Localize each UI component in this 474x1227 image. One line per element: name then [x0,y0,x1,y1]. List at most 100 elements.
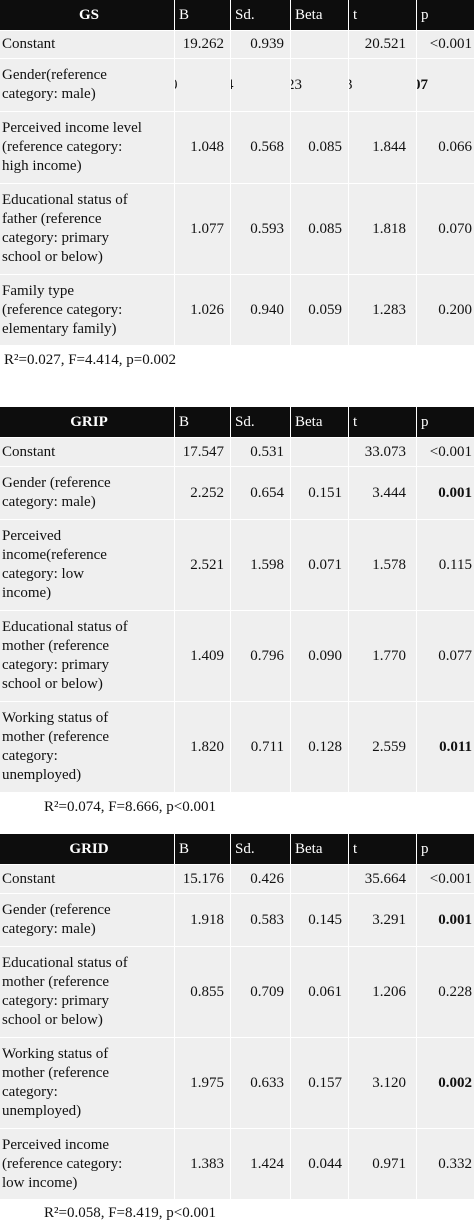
cell-p: 0.200 [416,275,474,345]
table-title: GRIP [70,413,108,430]
table-row: Perceived income (reference category: lo… [0,1128,474,1199]
table-row: Educational status of mother (reference … [0,610,474,701]
cell-t: 0.971 [348,1129,416,1199]
cell-p: 0.066 [416,112,474,183]
table-title: GS [78,6,99,23]
col-header-beta: Beta [290,834,348,864]
cell-b: 1.975 [174,1038,230,1128]
model-fit-summary: R²=0.027, F=4.414, p=0.002 [0,345,474,375]
table-title: GRID [69,840,109,857]
cell-sd: 4 [230,59,290,111]
row-label: Educational status of mother (reference … [2,955,128,1028]
row-label: Gender (reference category: male) [2,475,111,510]
cell-beta: 0.157 [290,1038,348,1128]
table-row: Educational status of mother (reference … [0,946,474,1037]
cell-p: 0.115 [416,520,474,610]
cell-b: 17.547 [174,438,230,466]
table-row: Constant 19.262 0.939 20.521 <0.001 [0,30,474,58]
cell-t: 35.664 [348,865,416,893]
row-label: Gender(reference category: male) [2,67,107,102]
spacer [0,822,474,834]
row-label: Family type (reference category: element… [2,282,123,337]
cell-p: 0.011 [416,702,474,792]
cell-sd: 0.426 [230,865,290,893]
cell-beta: 0.151 [290,467,348,519]
cell-p: <0.001 [416,438,474,466]
table-row: Gender(reference category: male) 0 4 23 … [0,58,474,111]
cell-t: 1.818 [348,184,416,274]
row-label: Perceived income level (reference catego… [2,120,142,174]
cell-sd: 0.633 [230,1038,290,1128]
cell-t: 20.521 [348,31,416,58]
cell-b: 15.176 [174,865,230,893]
spacer [0,375,474,407]
cell-beta: 0.059 [290,275,348,345]
col-header-sd: Sd. [230,834,290,864]
cell-p: <0.001 [416,31,474,58]
col-header-t: t [348,0,416,30]
cell-p: 0.001 [416,467,474,519]
row-label: Constant [2,36,56,52]
cell-t: 1.844 [348,112,416,183]
row-label: Perceived income (reference category: lo… [2,1136,123,1191]
cell-p: 0.077 [416,611,474,701]
cell-b: 0 [174,59,230,111]
model-fit-summary: R²=0.074, F=8.666, p<0.001 [0,792,474,822]
cell-beta [290,438,348,466]
cell-sd: 0.939 [230,31,290,58]
cell-beta: 0.044 [290,1129,348,1199]
row-label: Educational status of father (reference … [2,192,128,265]
table-row: Working status of mother (reference cate… [0,701,474,792]
cell-beta: 0.061 [290,947,348,1037]
cell-b: 0.855 [174,947,230,1037]
cell-b: 1.409 [174,611,230,701]
cell-sd: 0.940 [230,275,290,345]
cell-sd: 0.583 [230,894,290,946]
table-row: Gender (reference category: male) 2.252 … [0,466,474,519]
table-row: Constant 17.547 0.531 33.073 <0.001 [0,437,474,466]
cell-t: 33.073 [348,438,416,466]
cell-p: 0.332 [416,1129,474,1199]
col-header-b: B [174,834,230,864]
table-grid: GRID B Sd. Beta t p Constant 15.176 0.42… [0,834,474,1227]
table-header: GS B Sd. Beta t p [0,0,474,30]
cell-beta [290,865,348,893]
table-row: Gender (reference category: male) 1.918 … [0,893,474,946]
col-header-beta: Beta [290,407,348,437]
col-header-p: p [416,834,474,864]
col-header-p: p [416,407,474,437]
row-label: Educational status of mother (reference … [2,619,128,692]
col-header-t: t [348,407,416,437]
model-fit-summary: R²=0.058, F=8.419, p<0.001 [0,1199,474,1227]
cell-b: 1.077 [174,184,230,274]
cell-beta: 0.085 [290,184,348,274]
cell-p: 0.001 [416,894,474,946]
cell-p: 0.070 [416,184,474,274]
cell-sd: 0.568 [230,112,290,183]
cell-beta: 0.128 [290,702,348,792]
table-row: Perceived income level (reference catego… [0,111,474,183]
cell-t: 1.283 [348,275,416,345]
row-label: Constant [2,443,56,460]
cell-p: <0.001 [416,865,474,893]
col-header-t: t [348,834,416,864]
cell-beta: 0.090 [290,611,348,701]
cell-sd: 0.593 [230,184,290,274]
cell-beta [290,31,348,58]
cell-beta: 0.145 [290,894,348,946]
cell-b: 1.383 [174,1129,230,1199]
cell-beta: 0.071 [290,520,348,610]
table-row: Family type (reference category: element… [0,274,474,345]
col-header-beta: Beta [290,0,348,30]
table-row: Educational status of father (reference … [0,183,474,274]
table-header: GRIP B Sd. Beta t p [0,407,474,437]
col-header-b: B [174,407,230,437]
cell-b: 2.252 [174,467,230,519]
cell-beta: 0.085 [290,112,348,183]
cell-b: 1.048 [174,112,230,183]
row-label: Working status of mother (reference cate… [2,1046,110,1119]
table-grip: GRIP B Sd. Beta t p Constant 17.547 0.53… [0,407,474,834]
cell-b: 1.026 [174,275,230,345]
cell-sd: 0.531 [230,438,290,466]
cell-beta: 23 [290,59,348,111]
